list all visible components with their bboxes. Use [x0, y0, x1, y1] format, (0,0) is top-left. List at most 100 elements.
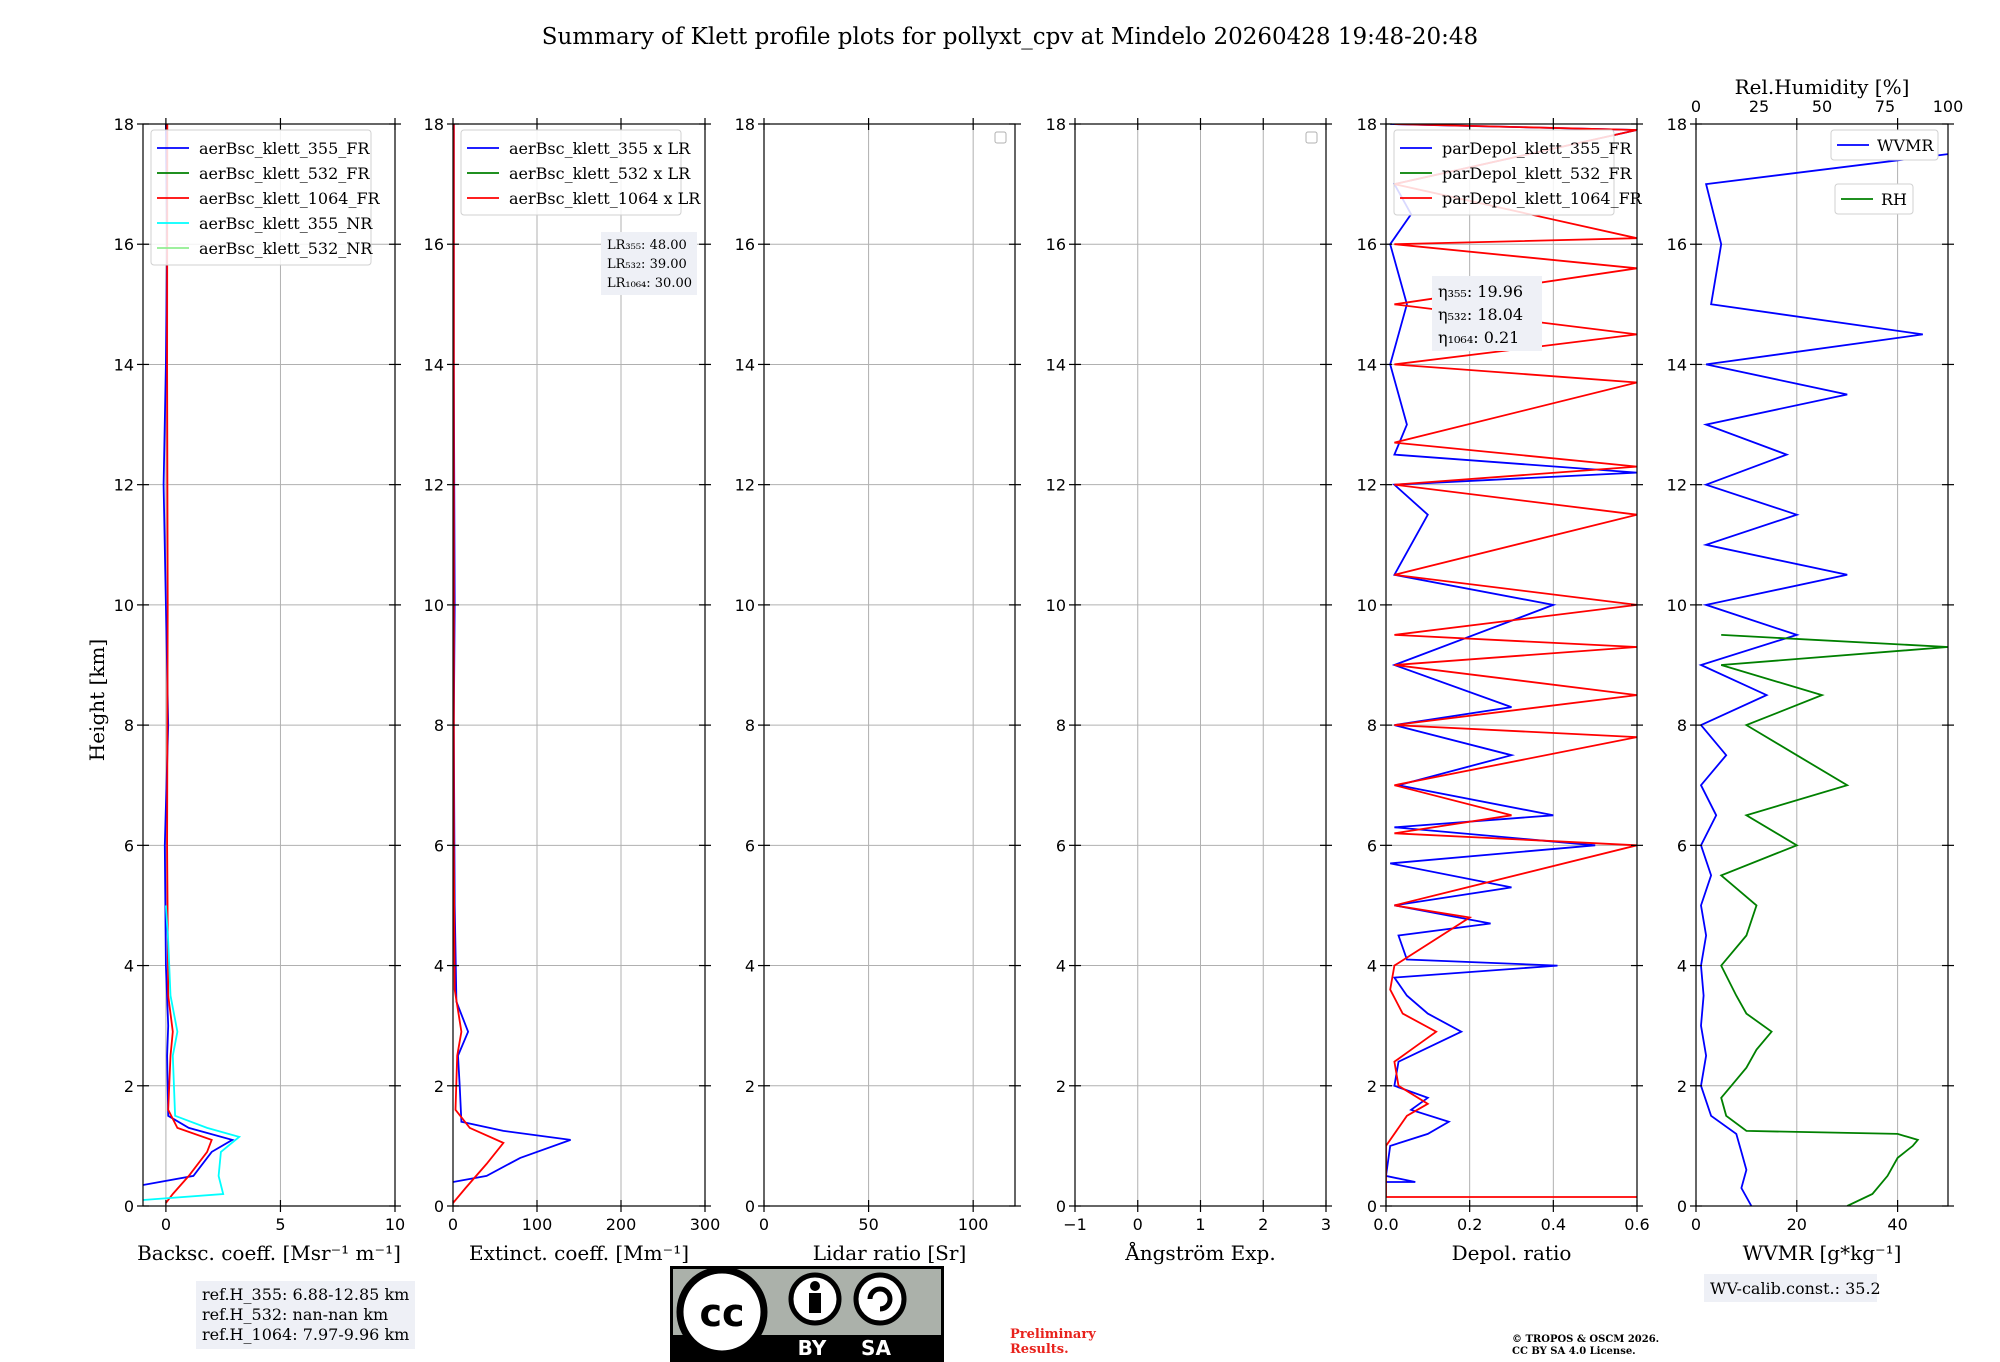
annotation-line: η₁₀₆₄: 0.21: [1438, 328, 1519, 347]
series-aerBsc_klett_355_FR: [143, 124, 235, 1186]
ytick-label: 8: [434, 716, 444, 735]
ytick-label: 2: [745, 1077, 755, 1096]
ytick-label: 16: [1046, 235, 1066, 254]
xtick-label: 0.4: [1541, 1215, 1566, 1234]
legend-entry: parDepol_klett_532_FR: [1442, 164, 1633, 183]
xaxis-label: Ångström Exp.: [1124, 1240, 1275, 1265]
xtick-label: 1: [1195, 1215, 1205, 1234]
ytick-label: 8: [1056, 716, 1066, 735]
legend-entry: parDepol_klett_355_FR: [1442, 139, 1633, 158]
series-group: [1698, 153, 1948, 1206]
ytick-label: 12: [1667, 476, 1687, 495]
ytick-label: 14: [1046, 355, 1066, 374]
ytick-label: 10: [1357, 596, 1377, 615]
xtick-label: 300: [690, 1215, 721, 1234]
ytick-label: 12: [1357, 476, 1377, 495]
top-xtick-label: 0: [1691, 97, 1701, 116]
legend-entry: parDepol_klett_1064_FR: [1442, 189, 1643, 208]
ytick-label: 0: [434, 1197, 444, 1216]
panel-bsc: 0 2 4 6 8 10 12 14 16 18 0 5 10 Backsc. coeff. [Msr⁻¹…: [114, 115, 406, 1265]
series-aerBsc_klett_355 x LR: [453, 124, 571, 1183]
series-group: [143, 124, 242, 1204]
series-aerBsc_klett_1064_FR: [165, 124, 213, 1204]
xtick-label: 0.6: [1624, 1215, 1649, 1234]
ytick-label: 16: [1667, 235, 1687, 254]
ytick-label: 2: [124, 1077, 134, 1096]
legend-entry: aerBsc_klett_355 x LR: [509, 139, 691, 158]
copyright-note: © TROPOS & OSCM 2026. CC BY SA 4.0 Licen…: [1512, 1334, 1659, 1358]
legend-entry: aerBsc_klett_1064 x LR: [509, 189, 701, 208]
xtick-label: 0: [1691, 1215, 1701, 1234]
ytick-label: 16: [114, 235, 134, 254]
ytick-label: 14: [735, 355, 755, 374]
axes-frame: [452, 123, 706, 1207]
ytick-label: 14: [114, 355, 134, 374]
xtick-label: 10: [385, 1215, 405, 1234]
xtick-label: −1: [1063, 1215, 1087, 1234]
legend-entry: RH: [1881, 190, 1907, 209]
series-aerBsc_klett_355_NR: [143, 905, 242, 1201]
ytick-label: 18: [1667, 115, 1687, 134]
series-aerBsc_klett_1064 x LR: [453, 124, 505, 1204]
annotation-line: LR₁₀₆₄: 30.00: [607, 276, 692, 291]
ref-height-1064: ref.H_1064: 7.97-9.96 km: [202, 1325, 410, 1344]
ref-height-box: ref.H_355: 6.88-12.85 km ref.H_532: nan-…: [196, 1281, 416, 1349]
xaxis-label: Lidar ratio [Sr]: [813, 1241, 967, 1265]
xtick-label: 40: [1887, 1215, 1907, 1234]
legend-entry: WVMR: [1877, 136, 1934, 155]
ytick-label: 0: [1677, 1197, 1687, 1216]
ytick-label: 18: [424, 115, 444, 134]
ytick-label: 12: [424, 476, 444, 495]
ytick-label: 4: [124, 957, 134, 976]
legend-entry: aerBsc_klett_532_NR: [199, 239, 373, 258]
xaxis-label: Extinct. coeff. [Mm⁻¹]: [469, 1241, 689, 1265]
ytick-label: 10: [1046, 596, 1066, 615]
top-axis-label: Rel.Humidity [%]: [1735, 75, 1910, 99]
xaxis-label: WVMR [g*kg⁻¹]: [1743, 1241, 1902, 1265]
ytick-label: 8: [124, 716, 134, 735]
legend-entry: aerBsc_klett_355_NR: [199, 214, 373, 233]
annotation-box: [1704, 1274, 1877, 1302]
ytick-label: 4: [1056, 957, 1066, 976]
annotation-line: LR₅₃₂: 39.00: [607, 257, 687, 272]
by-text: BY: [798, 1336, 827, 1360]
xtick-label: 0: [448, 1215, 458, 1234]
xtick-label: 100: [958, 1215, 989, 1234]
xtick-label: 0.2: [1457, 1215, 1482, 1234]
xtick-label: 20: [1787, 1215, 1807, 1234]
ytick-label: 18: [114, 115, 134, 134]
ytick-label: 10: [114, 596, 134, 615]
ytick-label: 10: [735, 596, 755, 615]
empty-legend-box: [1305, 131, 1318, 144]
ytick-label: 10: [424, 596, 444, 615]
ytick-label: 16: [1357, 235, 1377, 254]
series-group: [453, 124, 571, 1204]
ytick-label: 18: [1046, 115, 1066, 134]
ref-height-532: ref.H_532: nan-nan km: [202, 1305, 389, 1324]
legend-entry: aerBsc_klett_532_FR: [199, 164, 370, 183]
ytick-label: 12: [735, 476, 755, 495]
ref-height-355: ref.H_355: 6.88-12.85 km: [202, 1285, 410, 1304]
ytick-label: 8: [745, 716, 755, 735]
legend-box: [1834, 183, 1914, 215]
xtick-label: 0: [759, 1215, 769, 1234]
xaxis-label: Depol. ratio: [1452, 1241, 1572, 1265]
panel-lr: 0 2 4 6 8 10 12 14 16 18 0 50 100 Lidar ratio [Sr]: [735, 115, 1021, 1265]
ytick-label: 6: [1367, 836, 1377, 855]
xtick-label: 2: [1258, 1215, 1268, 1234]
ytick-label: 4: [1677, 957, 1687, 976]
preliminary-line-2: Results.: [1010, 1342, 1069, 1357]
ytick-label: 16: [424, 235, 444, 254]
xtick-label: 3: [1321, 1215, 1331, 1234]
empty-legend-box: [994, 131, 1007, 144]
height-axis-label: Height [km]: [85, 639, 109, 761]
ytick-label: 4: [1367, 957, 1377, 976]
top-xtick-label: 75: [1875, 97, 1895, 116]
series-parDepol_klett_355_FR: [1386, 124, 1637, 1183]
annotation-line: LR₃₅₅: 48.00: [607, 238, 687, 253]
xtick-label: 50: [858, 1215, 878, 1234]
sa-text: SA: [861, 1336, 891, 1360]
